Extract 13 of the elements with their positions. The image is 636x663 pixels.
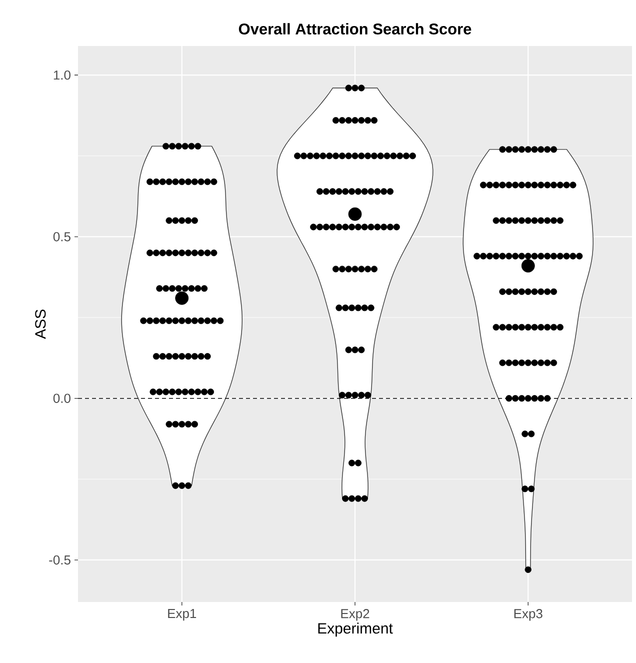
- y-tick-label: 0.5: [53, 232, 70, 242]
- y-tick-label: 0.0: [53, 394, 70, 403]
- y-axis-title: ASS: [35, 310, 46, 339]
- point: [521, 259, 535, 273]
- chart-title: Overall Attraction Search Score: [238, 23, 472, 34]
- x-tick-label: Exp2: [341, 609, 370, 621]
- x-axis-title: Experiment: [318, 622, 393, 637]
- y-tick-label: 1.0: [54, 70, 70, 80]
- x-tick-label: Exp3: [514, 609, 542, 621]
- point: [175, 291, 189, 305]
- y-tick-label: -0.5: [49, 555, 70, 565]
- x-tick-label: Exp1: [168, 609, 196, 621]
- point: [348, 207, 362, 221]
